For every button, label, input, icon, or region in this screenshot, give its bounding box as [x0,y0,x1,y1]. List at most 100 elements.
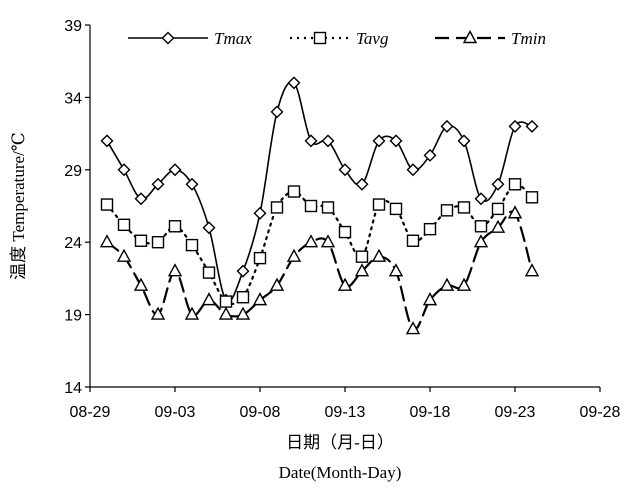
x-axis-label-chinese: 日期（月-日） [286,433,394,452]
y-tick-label: 14 [64,380,82,397]
data-point-tmax [100,134,114,148]
data-point-tmax [304,134,318,148]
data-point-tmax [134,192,148,206]
y-axis-label: 温度 Temperature/℃ [9,132,28,280]
x-tick-label: 09-18 [410,404,451,421]
data-point-tmin [405,321,421,335]
data-point-tmax [474,192,488,206]
data-point-tmin [286,248,302,262]
data-point-tavg [508,178,522,191]
x-tick-label: 09-08 [240,404,281,421]
x-axis-label-english: Date(Month-Day) [279,463,402,482]
data-point-tmax [457,134,471,148]
data-point-tmin [337,277,353,291]
data-point-tmin [150,306,166,320]
data-point-tmax [270,105,284,119]
x-tick-label: 09-13 [325,404,366,421]
series-tmin [99,205,540,335]
legend-marker-tmin [462,30,478,44]
data-point-tmax [253,206,267,220]
data-point-tavg [304,199,318,213]
data-point-tavg [117,218,131,232]
data-point-tavg [338,225,352,239]
y-tick-label: 29 [64,163,82,180]
data-point-tmin [99,234,115,248]
data-point-tmax [355,177,369,191]
data-point-tmax [406,163,420,177]
data-point-tmax [372,134,386,148]
data-point-tavg [321,201,335,214]
legend-marker-tmax [161,31,175,45]
y-tick-label: 34 [64,90,82,107]
data-point-tavg [202,266,216,279]
data-point-tmin [490,219,506,233]
data-point-tmax [508,119,522,133]
data-point-tmax [423,148,437,162]
data-point-tmin [524,263,540,277]
x-tick-label: 09-23 [495,404,536,421]
data-point-tmin [320,234,336,248]
data-point-tavg [134,234,148,247]
data-point-tavg [525,191,539,204]
data-point-tavg [287,185,301,198]
x-tick-label: 09-03 [155,404,196,421]
data-point-tmax [202,221,216,235]
data-point-tmin [456,277,472,291]
data-point-tmin [507,205,523,219]
data-point-tmin [133,277,149,291]
legend-item-tmin: Tmin [435,29,546,48]
data-point-tavg [219,295,233,308]
legend-label-tavg: Tavg [356,29,388,48]
data-point-tavg [270,201,284,214]
data-point-tavg [440,204,454,217]
data-point-tavg [355,250,369,263]
y-tick-label: 39 [64,18,82,35]
data-point-tmin [473,234,489,248]
data-point-tmin [201,292,217,306]
data-point-tmax [168,163,182,177]
series-line-tmax [106,81,533,303]
data-point-tavg [491,202,505,216]
data-point-tmax [287,76,301,90]
legend-marker-tavg [313,31,327,45]
legend-item-tavg: Tavg [290,29,388,48]
data-point-tavg [372,198,386,211]
data-point-tmin [371,248,387,262]
data-point-tavg [100,198,114,211]
y-tick-label: 19 [64,308,82,325]
y-tick-label: 24 [64,235,82,252]
data-point-tmin [235,306,251,320]
x-tick-label: 09-28 [580,404,621,421]
data-point-tmin [167,263,183,277]
legend-label-tmax: Tmax [214,29,252,48]
legend-label-tmin: Tmin [511,29,546,48]
data-point-tavg [474,220,488,233]
data-point-tavg [185,238,199,252]
data-point-tmin [354,263,370,277]
data-point-tmax [338,163,352,177]
data-point-tmin [218,306,234,320]
data-point-tmin [422,292,438,306]
data-point-tavg [151,235,165,249]
data-point-tmax [525,119,539,133]
legend-item-tmax: Tmax [128,29,252,48]
data-point-tmax [236,264,250,278]
data-point-tmin [252,292,268,306]
data-point-tavg [406,234,420,247]
data-point-tmax [440,119,454,133]
legend: Tmax Tavg Tmin [128,29,546,48]
data-point-tavg [457,201,471,214]
data-point-tmax [117,163,131,177]
data-point-tavg [389,202,403,216]
data-point-tmin [439,277,455,291]
data-point-tavg [236,291,250,304]
series-tmax [100,76,539,307]
data-point-tmax [321,134,335,148]
data-point-tmin [184,306,200,320]
data-point-tmin [388,263,404,277]
data-point-tavg [168,220,182,233]
data-point-tmax [491,177,505,191]
data-point-tavg [423,222,437,236]
x-tick-label: 08-29 [70,404,111,421]
